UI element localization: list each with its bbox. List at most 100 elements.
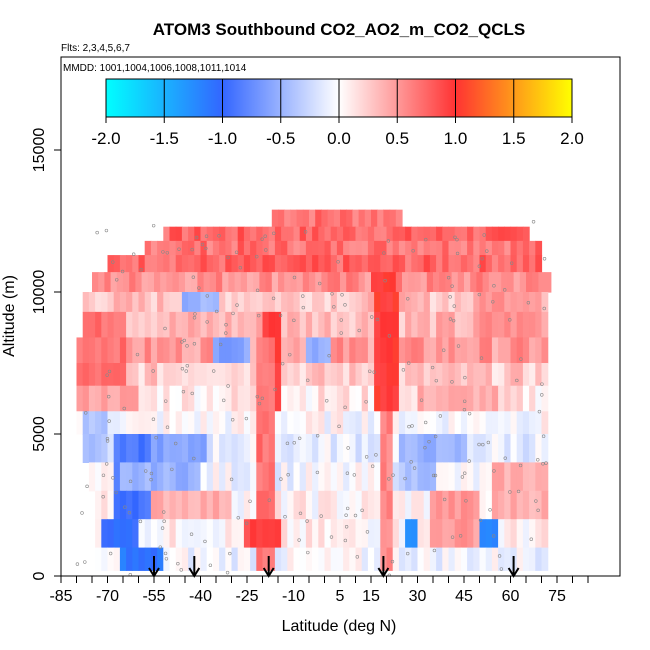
heatmap-cell	[516, 462, 524, 492]
heatmap-cell	[253, 272, 260, 293]
heatmap-cell	[222, 272, 229, 293]
heatmap-cell	[467, 337, 474, 364]
heatmap-cell	[367, 363, 375, 387]
heatmap-cell	[287, 337, 295, 364]
sample-point	[292, 318, 296, 323]
sample-point	[263, 234, 267, 238]
heatmap-cell	[535, 547, 543, 571]
heatmap-cells	[76, 209, 552, 571]
heatmap-cell	[175, 337, 183, 364]
sample-point	[260, 237, 264, 241]
heatmap-cell	[398, 462, 406, 492]
heatmap-cell	[429, 311, 437, 339]
heatmap-cell	[287, 385, 295, 412]
heatmap-cell	[411, 255, 419, 273]
sample-point	[135, 352, 140, 357]
heatmap-cell	[491, 255, 499, 273]
heatmap-cell	[305, 240, 313, 256]
x-axis: -85 -70 -55 -40 -25 -10 5 15 30 45 60 75	[49, 576, 589, 605]
sample-point	[278, 313, 283, 318]
heatmap-cell	[206, 226, 214, 242]
sample-point	[123, 505, 127, 509]
heatmap-cell	[178, 272, 186, 293]
sample-point	[438, 414, 443, 418]
sample-point	[433, 434, 438, 439]
heatmap-cell	[225, 434, 233, 463]
sample-point	[409, 460, 413, 464]
sample-point	[387, 477, 391, 481]
heatmap-cell	[119, 411, 127, 435]
heatmap-cell	[293, 411, 301, 435]
heatmap-cell	[138, 490, 146, 520]
heatmap-cell	[491, 311, 499, 339]
heatmap-cell	[321, 209, 329, 228]
heatmap-cell	[470, 272, 477, 293]
heatmap-cell	[256, 226, 264, 242]
sample-point	[460, 475, 465, 479]
heatmap-cell	[485, 411, 493, 435]
heatmap-cell	[95, 385, 102, 412]
heatmap-cell	[141, 272, 149, 293]
heatmap-cell	[324, 385, 332, 412]
heatmap-cell	[374, 292, 381, 313]
heatmap-cell	[200, 226, 208, 242]
heatmap-cell	[299, 462, 307, 492]
heatmap-cell	[516, 363, 524, 387]
heatmap-cell	[361, 462, 369, 492]
heatmap-cell	[237, 311, 245, 339]
heatmap-cell	[535, 462, 543, 492]
heatmap-cell	[212, 385, 220, 412]
sample-point	[515, 378, 519, 383]
heatmap-cell	[336, 462, 344, 492]
heatmap-cell	[355, 490, 363, 520]
heatmap-cell	[324, 434, 332, 463]
heatmap-cell	[541, 385, 549, 412]
heatmap-cell	[423, 311, 431, 339]
x-tick-label: -55	[142, 588, 165, 605]
heatmap-cell	[281, 240, 288, 256]
heatmap-cell	[392, 434, 400, 463]
heatmap-cell	[436, 385, 443, 412]
heatmap-cell	[498, 311, 505, 339]
sample-point	[222, 398, 226, 403]
heatmap-cell	[225, 385, 233, 412]
heatmap-cell	[281, 337, 288, 364]
heatmap-cell	[194, 547, 202, 571]
heatmap-cell	[411, 226, 419, 242]
heatmap-cell	[423, 226, 431, 242]
heatmap-cell	[448, 385, 456, 412]
heatmap-cell	[467, 547, 474, 571]
heatmap-cell	[405, 547, 412, 571]
heatmap-cell	[324, 547, 332, 571]
sample-point	[344, 525, 349, 529]
heatmap-cell	[482, 272, 490, 293]
heatmap-cell	[225, 490, 233, 520]
heatmap-cell	[305, 226, 313, 242]
heatmap-cell	[212, 292, 220, 313]
heatmap-cell	[324, 411, 332, 435]
heatmap-cell	[498, 255, 505, 273]
heatmap-cell	[361, 490, 369, 520]
heatmap-cell	[225, 547, 233, 571]
sample-point	[162, 519, 166, 523]
heatmap-cell	[163, 226, 171, 242]
heatmap-cell	[361, 240, 369, 256]
heatmap-cell	[312, 411, 319, 435]
x-axis-label: Latitude (deg N)	[282, 618, 397, 635]
heatmap-cell	[231, 337, 239, 364]
heatmap-cell	[157, 240, 164, 256]
sample-point	[101, 495, 105, 499]
heatmap-cell	[374, 226, 381, 242]
heatmap-cell	[126, 519, 133, 549]
heatmap-cell	[76, 337, 84, 364]
heatmap-cell	[147, 272, 155, 293]
heatmap-cell	[374, 411, 381, 435]
heatmap-cell	[423, 337, 431, 364]
sample-point	[151, 417, 156, 421]
heatmap-cell	[318, 363, 326, 387]
sample-point	[104, 228, 109, 233]
heatmap-cell	[426, 272, 434, 293]
sample-point	[162, 510, 166, 514]
heatmap-cell	[318, 337, 326, 364]
